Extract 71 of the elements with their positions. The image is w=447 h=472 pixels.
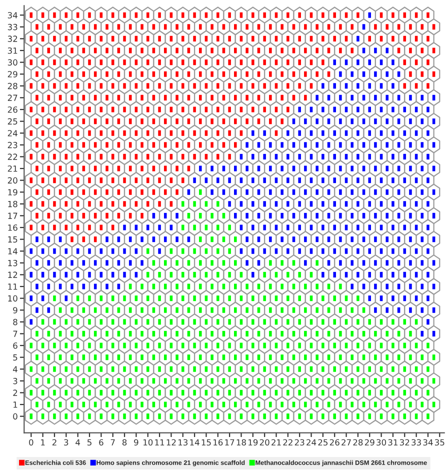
y-tick-label: 7 [13, 330, 18, 337]
y-tick-label: 26 [8, 106, 18, 113]
y-tick-label: 23 [8, 142, 18, 148]
x-tick-label: 3 [64, 439, 68, 446]
y-tick-label: 6 [13, 342, 18, 349]
y-tick-label: 17 [8, 212, 18, 219]
x-tick-label: 27 [342, 439, 351, 446]
y-tick-label: 14 [8, 248, 18, 254]
y-tick-label: 31 [8, 47, 18, 54]
y-tick-label: 18 [8, 200, 18, 208]
y-tick-label: 3 [13, 378, 18, 384]
x-tick-label: 35 [434, 439, 444, 446]
x-tick-label: 33 [412, 439, 421, 446]
y-tick-label: 4 [12, 366, 18, 372]
x-tick-label: 34 [423, 439, 433, 446]
x-tick-label: 0 [29, 439, 34, 446]
x-tick-label: 18 [236, 439, 246, 446]
x-tick-label: 26 [330, 439, 340, 446]
x-tick-label: 32 [400, 439, 410, 446]
x-tick-label: 8 [122, 439, 127, 446]
x-tick-label: 7 [110, 439, 115, 446]
y-tick-label: 24 [8, 130, 18, 136]
y-tick-label: 5 [13, 354, 18, 361]
y-tick-label: 1 [14, 402, 18, 408]
y-tick-label: 15 [8, 236, 18, 243]
x-tick-label: 2 [52, 439, 56, 446]
x-tick-label: 1 [41, 439, 45, 446]
y-tick-label: 12 [8, 272, 18, 278]
x-tick-label: 13 [178, 439, 188, 446]
y-tick-label: 0 [13, 413, 18, 420]
x-tick-label: 15 [202, 439, 211, 446]
x-tick-label: 16 [214, 439, 223, 446]
x-tick-label: 9 [134, 439, 138, 446]
x-tick-label: 5 [87, 439, 92, 446]
x-tick-label: 30 [376, 439, 386, 446]
y-tick-label: 32 [8, 36, 18, 42]
x-tick-label: 12 [166, 439, 176, 446]
x-tick-label: 31 [388, 439, 398, 446]
x-tick-label: 24 [306, 439, 316, 446]
x-tick-label: 23 [294, 439, 304, 446]
y-tick-label: 20 [8, 177, 18, 184]
y-tick-label: 33 [8, 24, 18, 30]
y-tick-label: 29 [8, 71, 18, 78]
y-tick-label: 25 [8, 118, 18, 125]
x-tick-label: 19 [248, 439, 258, 446]
y-tick-label: 2 [13, 390, 18, 396]
y-tick-label: 21 [8, 165, 18, 172]
y-tick-label: 22 [8, 154, 18, 160]
y-tick-label: 8 [13, 318, 18, 326]
x-tick-label: 14 [190, 439, 200, 446]
y-tick-label: 28 [8, 82, 18, 90]
x-tick-label: 11 [155, 439, 164, 446]
y-tick-label: 10 [8, 295, 18, 302]
y-tick-label: 13 [8, 260, 18, 266]
x-tick-label: 29 [364, 439, 374, 446]
y-tick-label: 9 [13, 307, 18, 314]
x-tick-label: 6 [99, 439, 104, 446]
x-tick-label: 20 [260, 439, 270, 446]
y-tick-label: 16 [8, 224, 18, 231]
y-tick-label: 30 [8, 59, 18, 66]
y-tick-label: 34 [8, 12, 18, 18]
x-tick-label: 17 [225, 439, 234, 446]
x-tick-label: 25 [318, 439, 328, 446]
y-tick-label: 19 [8, 189, 18, 196]
x-tick-label: 22 [283, 439, 292, 446]
x-tick-label: 10 [143, 439, 153, 446]
x-tick-label: 28 [353, 439, 363, 446]
x-tick-label: 21 [272, 439, 281, 446]
x-tick-label: 4 [76, 439, 80, 446]
y-tick-label: 11 [8, 284, 18, 290]
y-tick-label: 27 [8, 94, 18, 101]
